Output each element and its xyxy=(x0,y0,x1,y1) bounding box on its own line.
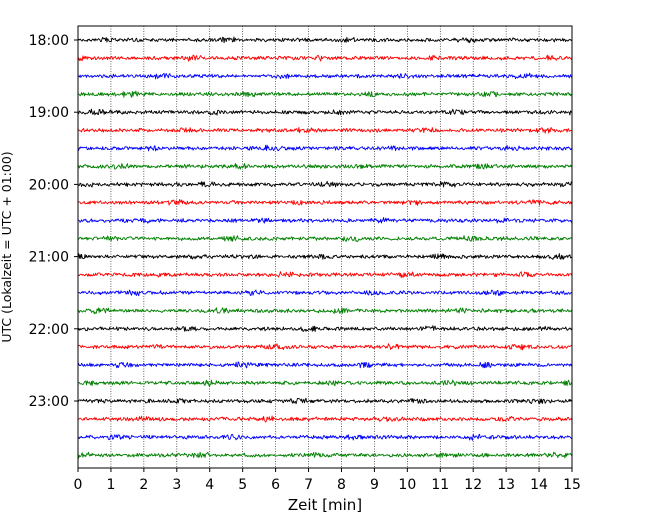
x-tick-label: 13 xyxy=(497,477,515,493)
x-axis-label: Zeit [min] xyxy=(288,496,362,514)
y-tick-label: 23:00 xyxy=(29,394,69,410)
y-tick-label: 21:00 xyxy=(29,250,69,266)
seismogram-trace xyxy=(77,433,573,441)
seismogram-trace xyxy=(77,235,573,243)
x-tick-label: 11 xyxy=(431,477,449,493)
x-tick-label: 1 xyxy=(106,477,115,493)
seismogram-trace xyxy=(77,415,573,423)
seismogram-trace xyxy=(77,289,573,297)
seismogram-trace xyxy=(77,379,573,387)
y-tick-label: 22:00 xyxy=(29,322,69,338)
x-tick-label: 6 xyxy=(271,477,280,493)
seismogram-trace xyxy=(77,325,573,332)
plot-frame xyxy=(77,25,573,469)
x-tick-label: 12 xyxy=(464,477,482,493)
seismogram-trace xyxy=(77,397,573,405)
x-tick-label: 0 xyxy=(74,477,83,493)
seismogram-trace xyxy=(77,90,573,98)
seismogram-trace xyxy=(77,253,573,260)
y-tick-label: 20:00 xyxy=(29,177,69,193)
x-tick-label: 10 xyxy=(398,477,416,493)
seismogram-traces xyxy=(77,36,573,459)
seismogram-trace xyxy=(77,451,573,459)
grid-lines xyxy=(110,26,540,468)
y-tick-label: 19:00 xyxy=(29,105,69,121)
x-tick-label: 4 xyxy=(205,477,214,493)
y-tick-label: 18:00 xyxy=(29,33,69,49)
x-tick-label: 7 xyxy=(304,477,313,493)
seismogram-trace xyxy=(77,127,573,134)
seismogram-trace xyxy=(77,72,573,80)
x-tick-label: 14 xyxy=(530,477,548,493)
x-tick-label: 5 xyxy=(238,477,247,493)
x-tick-label: 8 xyxy=(337,477,346,493)
seismogram-trace xyxy=(77,108,573,116)
seismogram-trace xyxy=(77,307,573,315)
seismogram-trace xyxy=(77,217,573,224)
seismogram-trace xyxy=(77,343,573,351)
x-tick-label: 2 xyxy=(139,477,148,493)
x-tick-label: 3 xyxy=(172,477,181,493)
x-tick-label: 9 xyxy=(370,477,379,493)
seismogram-trace xyxy=(77,271,573,279)
y-axis-ticks: 18:00 19:00 20:00 21:00 22:00 23:00 xyxy=(29,33,78,410)
seismogram-trace xyxy=(77,361,573,369)
seismogram-trace xyxy=(77,198,573,206)
y-axis-label: UTC (Lokalzeit = UTC + 01:00) xyxy=(0,151,14,342)
seismogram-trace xyxy=(77,163,573,170)
seismogram-trace xyxy=(77,180,573,188)
x-axis-ticks: 0 1 2 3 4 5 6 7 8 9 10 11 12 13 14 15 xyxy=(74,468,581,493)
seismogram-trace xyxy=(77,144,573,152)
seismogram-trace xyxy=(77,54,573,62)
x-tick-label: 15 xyxy=(563,477,581,493)
seismogram-trace xyxy=(77,36,573,44)
